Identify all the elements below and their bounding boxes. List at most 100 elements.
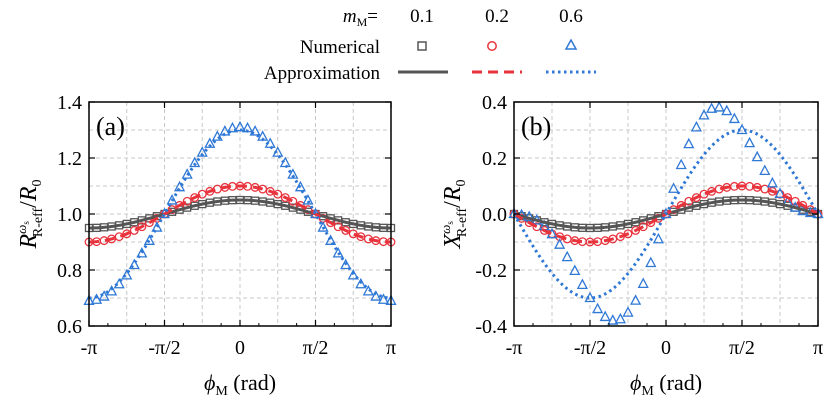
point-triangle [751, 150, 763, 162]
x-tick-label: π/2 [729, 337, 755, 359]
point-triangle [143, 234, 155, 245]
panel-b-xlabel: ϕM (rad) [630, 370, 702, 399]
point-triangle [766, 176, 778, 188]
panel-b: -0.4 -0.2 0.0 0.2 0.4 -π -π/2 0 π/2 π (b) ϕM (rad… [438, 92, 824, 399]
panel-a: 0.60.81.01.21.4-π -π/2 0 π/2 π (a) ϕM (rad) … [14, 92, 397, 399]
point-triangle [698, 109, 710, 120]
point-triangle [728, 112, 740, 124]
point-triangle [226, 121, 239, 133]
point-triangle [128, 258, 140, 270]
panel-b-series [508, 101, 824, 325]
legend-value-1: 0.2 [485, 6, 509, 27]
y-tick-label: 1.4 [57, 92, 82, 114]
point-triangle [576, 278, 588, 290]
x-tick-label: -π [81, 337, 98, 359]
panel-a-grid [89, 102, 391, 326]
point-triangle [759, 164, 771, 176]
point-circle [288, 196, 298, 206]
point-circle [190, 193, 200, 202]
x-tick-label: -π/2 [148, 337, 180, 359]
point-circle [539, 226, 549, 235]
point-triangle [340, 258, 352, 270]
approx-line-2 [512, 128, 820, 300]
point-triangle [554, 238, 566, 249]
point-triangle [713, 101, 725, 112]
point-triangle [622, 306, 634, 317]
point-triangle [347, 268, 359, 280]
point-triangle [668, 182, 680, 193]
panel-a-ylabel: RωsR-eff/R0 [14, 179, 46, 249]
x-tick-label: -π/2 [574, 337, 606, 359]
legend-row-approximation: Approximation [264, 63, 381, 84]
point-triangle [774, 187, 786, 198]
legend-value-0: 0.1 [410, 6, 434, 27]
point-triangle [136, 247, 148, 258]
point-triangle [302, 194, 314, 205]
panel-a-series [83, 120, 397, 305]
point-triangle [744, 136, 756, 148]
point-triangle [690, 120, 702, 132]
point-circle [137, 222, 147, 232]
legend-marker-square [417, 41, 427, 51]
point-triangle [706, 102, 718, 113]
point-triangle [332, 247, 344, 258]
point-circle [129, 226, 139, 235]
y-tick-label: 1.0 [57, 204, 82, 226]
point-triangle [151, 221, 163, 232]
y-tick-label: -0.4 [475, 316, 507, 338]
panel-a-label: (a) [96, 112, 125, 141]
y-tick-label: -0.2 [475, 260, 507, 282]
point-triangle [249, 125, 261, 136]
point-triangle [204, 137, 216, 148]
point-circle [691, 193, 701, 202]
point-circle [341, 226, 351, 235]
y-tick-label: 0.0 [482, 204, 507, 226]
point-triangle [325, 234, 337, 245]
panel-a-xlabel: ϕM (rad) [204, 370, 276, 399]
x-tick-label: 0 [235, 337, 245, 359]
x-tick-label: π/2 [303, 337, 329, 359]
x-tick-label: π [813, 337, 823, 359]
point-triangle [355, 277, 367, 289]
point-triangle [370, 290, 382, 301]
point-triangle [599, 310, 611, 322]
legend-row-numerical: Numerical [300, 37, 380, 58]
point-triangle [645, 256, 657, 268]
legend: mM= 0.1 0.2 0.6 Numerical Approximation [264, 6, 596, 84]
point-triangle [106, 284, 118, 296]
approx-line-2 [88, 128, 392, 300]
y-tick-label: 0.6 [57, 316, 82, 338]
point-circle [182, 196, 192, 206]
point-triangle [675, 158, 687, 170]
y-tick-label: 0.2 [482, 148, 507, 170]
point-triangle [721, 104, 733, 116]
approx-line-0 [88, 198, 392, 230]
point-circle [333, 222, 343, 232]
point-triangle [90, 293, 103, 304]
point-triangle [614, 312, 626, 324]
x-tick-label: -π [506, 337, 523, 359]
point-triangle [561, 250, 573, 262]
point-triangle [683, 137, 695, 149]
panel-b-label: (b) [521, 112, 551, 141]
point-triangle [317, 221, 329, 232]
point-circle [532, 222, 542, 232]
point-triangle [637, 277, 649, 288]
x-tick-label: π [386, 337, 396, 359]
point-circle [684, 196, 694, 206]
point-triangle [211, 130, 223, 141]
point-circle [631, 226, 641, 235]
legend-marker-triangle [564, 38, 578, 50]
point-circle [790, 196, 800, 206]
legend-marker-circle [487, 41, 497, 51]
panel-b-ticks: -0.4 -0.2 0.0 0.2 0.4 -π -π/2 0 π/2 π [475, 92, 823, 359]
y-tick-label: 1.2 [57, 148, 82, 170]
point-triangle [607, 314, 619, 325]
legend-header: mM= [343, 6, 378, 29]
panel-b-ylabel: XωsR-eff/R0 [438, 179, 470, 249]
point-triangle [630, 294, 642, 305]
point-circle [280, 193, 290, 202]
point-triangle [652, 232, 664, 244]
y-tick-label: 0.4 [482, 92, 507, 114]
legend-header-sub: M [357, 15, 368, 29]
